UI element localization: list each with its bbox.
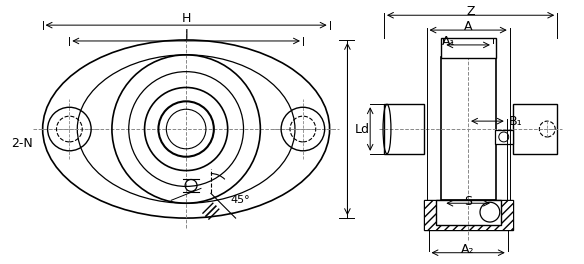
Bar bbox=[436, 200, 500, 225]
Text: 2-N: 2-N bbox=[11, 137, 33, 150]
Bar bbox=[423, 200, 513, 230]
Circle shape bbox=[480, 202, 500, 222]
Text: A₁: A₁ bbox=[443, 35, 456, 48]
Bar bbox=[442, 38, 496, 58]
Text: d: d bbox=[360, 122, 368, 135]
Text: L: L bbox=[354, 122, 361, 135]
Bar bbox=[495, 130, 513, 144]
Text: 45°: 45° bbox=[231, 195, 251, 205]
Text: Z: Z bbox=[467, 5, 475, 18]
Text: J: J bbox=[185, 28, 188, 41]
Text: A: A bbox=[464, 20, 472, 33]
Bar bbox=[384, 104, 423, 154]
Bar bbox=[423, 200, 513, 230]
Text: H: H bbox=[182, 12, 191, 25]
Text: S: S bbox=[464, 195, 472, 208]
Text: A₂: A₂ bbox=[461, 243, 475, 256]
Text: B₁: B₁ bbox=[509, 115, 522, 128]
Bar bbox=[442, 57, 496, 200]
Bar bbox=[513, 104, 557, 154]
